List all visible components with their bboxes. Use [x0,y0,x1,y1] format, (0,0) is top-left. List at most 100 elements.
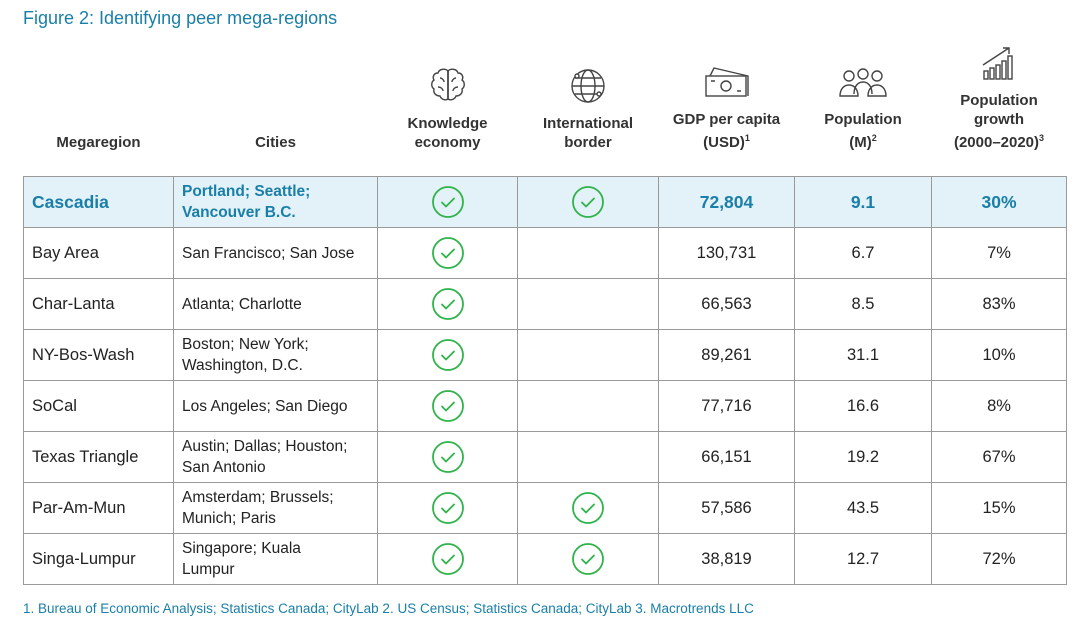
table-row: Cascadia Portland; Seattle; Vancouver B.C… [23,176,1067,228]
population-cell: 16.6 [794,380,932,432]
population-text: 43.5 [846,498,880,517]
cities-cell: Portland; Seattle; Vancouver B.C. [173,176,378,228]
growth-text: 67% [982,447,1016,466]
megaregion-cell: Bay Area [23,227,174,279]
international-border-cell [517,278,659,330]
gdp-text: 38,819 [701,549,752,568]
check-circle-icon [431,492,464,524]
cities-cell: Atlanta; Charlotte [173,278,378,330]
cities2-text: Munich; Paris [182,510,276,527]
population-cell: 12.7 [794,533,932,585]
growth-text: 83% [982,294,1016,313]
population-cell: 43.5 [794,482,932,534]
megaregion-text: Singa-Lumpur [32,549,136,568]
table-row: SoCal Los Angeles; San Diego 77,716 16.6… [23,380,1067,432]
check-circle-icon [431,339,464,371]
megaregion-text: SoCal [32,396,77,415]
population-text: 19.2 [846,447,880,466]
check-circle-icon [431,441,464,473]
international-border-cell [517,431,659,483]
population-cell: 6.7 [794,227,932,279]
gdp-text: 57,586 [701,498,752,517]
megaregion-text: Par-Am-Mun [32,498,126,517]
megaregion-text: NY-Bos-Wash [32,345,135,364]
growth-text: 8% [987,396,1011,415]
cities1-text: Austin; Dallas; Houston; [182,438,348,455]
header-population-growth: Population growth (2000–2020)3 [932,40,1067,164]
growth-text: 7% [987,243,1011,262]
megaregion-text: Cascadia [32,191,109,212]
header-gdp-per-capita: GDP per capita (USD)1 [659,40,795,164]
population-cell: 31.1 [794,329,932,381]
source-footnote: 1. Bureau of Economic Analysis; Statisti… [23,601,754,616]
megaregion-cell: Char-Lanta [23,278,174,330]
gdp-cell: 66,563 [658,278,795,330]
growth-text: 72% [982,549,1016,568]
cities2-text: Washington, D.C. [182,357,303,374]
header-knowledge-economy: Knowledge economy [378,40,518,164]
check-circle-icon [572,543,604,575]
international-border-cell [517,227,659,279]
check-circle-icon [431,186,464,218]
cities-cell: Boston; New York; Washington, D.C. [173,329,378,381]
knowledge-economy-cell [377,227,518,279]
knowledge-economy-cell [377,329,518,381]
cities2-text: San Antonio [182,459,266,476]
gdp-text: 66,563 [701,294,752,313]
population-text: 8.5 [851,294,875,313]
population-cell: 19.2 [794,431,932,483]
international-border-cell [517,176,659,228]
growth-text: 15% [982,498,1016,517]
check-circle-icon [431,543,464,575]
gdp-text: 89,261 [701,345,752,364]
international-border-cell [517,533,659,585]
megaregion-text: Bay Area [32,243,99,262]
population-text: 16.6 [846,396,880,415]
gdp-cell: 66,151 [658,431,795,483]
table-row: Bay Area San Francisco; San Jose 130,731… [23,227,1067,279]
knowledge-economy-cell [377,482,518,534]
gdp-text: 130,731 [696,243,757,262]
cities1-text: Portland; Seattle; [182,183,311,200]
megaregion-cell: Par-Am-Mun [23,482,174,534]
peer-megaregions-table: Megaregion Cities Knowledge economy [23,40,1067,585]
gdp-text: 72,804 [699,191,754,212]
gdp-cell: 130,731 [658,227,795,279]
megaregion-text: Texas Triangle [32,447,139,466]
figure-title: Figure 2: Identifying peer mega-regions [23,8,338,28]
megaregion-cell: SoCal [23,380,174,432]
check-circle-icon [431,390,464,422]
megaregion-cell: NY-Bos-Wash [23,329,174,381]
population-text: 6.7 [851,243,875,262]
table-row: Par-Am-Mun Amsterdam; Brussels; Munich; P… [23,482,1067,534]
cities1-text: Atlanta; Charlotte [182,295,302,313]
megaregion-text: Char-Lanta [32,294,115,313]
growth-cell: 7% [931,227,1067,279]
population-cell: 9.1 [794,176,932,228]
cities1-text: Singapore; Kuala [182,540,301,557]
table-row: Singa-Lumpur Singapore; Kuala Lumpur 38,8… [23,533,1067,585]
knowledge-economy-cell [377,533,518,585]
knowledge-economy-cell [377,278,518,330]
growth-text: 10% [982,345,1016,364]
bar-growth-icon [982,47,1013,80]
check-circle-icon [431,237,464,269]
brain-icon [430,68,465,101]
header-row: Megaregion Cities Knowledge economy [24,40,1067,164]
cities2-text: Lumpur [182,561,235,578]
international-border-cell [517,329,659,381]
growth-cell: 83% [931,278,1067,330]
population-text: 31.1 [846,345,880,364]
gdp-cell: 77,716 [658,380,795,432]
megaregion-cell: Singa-Lumpur [23,533,174,585]
international-border-cell [517,482,659,534]
population-cell: 8.5 [794,278,932,330]
table-row: NY-Bos-Wash Boston; New York; Washington,… [23,329,1067,381]
growth-text: 30% [981,191,1017,212]
check-circle-icon [572,186,604,218]
cities-cell: Singapore; Kuala Lumpur [173,533,378,585]
growth-cell: 15% [931,482,1067,534]
gdp-cell: 89,261 [658,329,795,381]
cities1-text: Amsterdam; Brussels; [182,489,334,506]
knowledge-economy-cell [377,431,518,483]
